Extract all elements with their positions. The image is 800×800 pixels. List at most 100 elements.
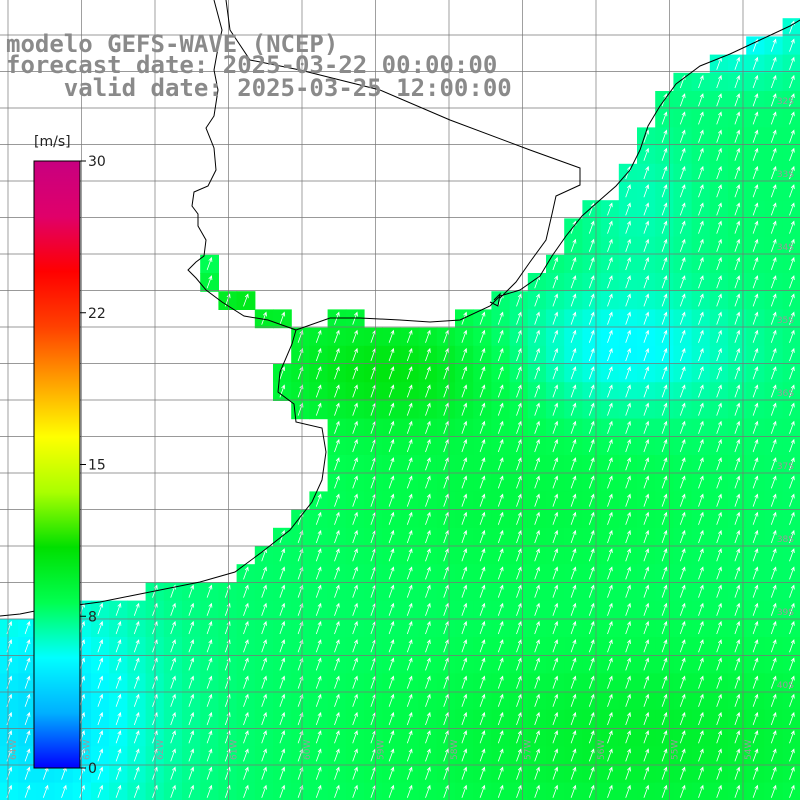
wind-arrow bbox=[206, 711, 213, 726]
wind-arrow bbox=[516, 584, 522, 598]
wind-arrow bbox=[570, 275, 577, 289]
wind-arrow bbox=[534, 329, 540, 343]
wind-arrow bbox=[607, 784, 613, 798]
wind-arrow bbox=[479, 566, 486, 580]
wind-arrow bbox=[552, 620, 559, 635]
wind-arrow bbox=[625, 184, 631, 198]
wind-arrow bbox=[497, 620, 504, 635]
wind-arrow bbox=[461, 602, 468, 616]
wind-arrow bbox=[406, 548, 413, 562]
wind-arrow bbox=[625, 657, 631, 671]
wind-arrow bbox=[406, 620, 413, 635]
wind-arrow bbox=[170, 711, 176, 726]
wind-arrow bbox=[789, 111, 795, 125]
wind-arrow bbox=[388, 620, 395, 635]
wind-arrow bbox=[315, 639, 322, 653]
wind-arrow bbox=[315, 602, 322, 616]
wind-arrow bbox=[315, 657, 322, 671]
wind-arrow bbox=[570, 784, 577, 798]
longitude-label: 61W bbox=[230, 740, 240, 760]
wind-arrow bbox=[388, 748, 395, 762]
coastline bbox=[0, 0, 800, 617]
wind-arrow bbox=[625, 402, 631, 416]
wind-arrow bbox=[224, 711, 231, 726]
wind-arrow bbox=[315, 693, 322, 707]
wind-arrow bbox=[461, 529, 468, 544]
wind-arrow bbox=[243, 657, 249, 671]
wind-arrow bbox=[97, 675, 104, 689]
wind-arrow bbox=[279, 639, 286, 653]
wind-arrow bbox=[425, 420, 431, 434]
wind-arrow bbox=[643, 293, 650, 307]
wind-arrow bbox=[425, 329, 431, 343]
wind-arrow bbox=[534, 311, 540, 325]
wind-arrow bbox=[752, 202, 759, 216]
wind-arrow bbox=[334, 730, 340, 744]
wind-arrow bbox=[261, 657, 267, 671]
colorbar: 30 22 15 8 0 bbox=[33, 154, 106, 777]
wind-arrow bbox=[734, 529, 741, 544]
wind-arrow bbox=[661, 475, 668, 489]
wind-arrow bbox=[679, 402, 686, 416]
wind-arrow bbox=[752, 748, 759, 762]
wind-arrow bbox=[388, 347, 395, 362]
wind-arrow bbox=[206, 730, 213, 744]
wind-arrow bbox=[625, 457, 631, 471]
wind-arrow bbox=[570, 584, 577, 598]
wind-arrow bbox=[698, 457, 704, 471]
wind-arrow bbox=[170, 766, 176, 780]
wind-arrow bbox=[516, 402, 522, 416]
wind-arrow bbox=[716, 766, 722, 780]
wind-arrow bbox=[334, 766, 340, 780]
wind-arrow bbox=[679, 238, 686, 252]
wind-arrow bbox=[698, 311, 704, 325]
wind-arrow bbox=[6, 657, 13, 671]
wind-arrow bbox=[534, 493, 540, 507]
wind-arrow bbox=[588, 548, 595, 562]
wind-arrow bbox=[6, 620, 13, 635]
wind-arrow bbox=[789, 511, 795, 525]
wind-arrow bbox=[789, 475, 795, 489]
wind-arrow bbox=[570, 366, 577, 380]
wind-arrow bbox=[261, 784, 267, 798]
wind-arrow bbox=[552, 402, 559, 416]
wind-arrow bbox=[479, 620, 486, 635]
wind-arrow bbox=[588, 438, 595, 453]
wind-arrow bbox=[188, 748, 195, 762]
wind-arrow bbox=[388, 584, 395, 598]
wind-arrow bbox=[279, 566, 286, 580]
wind-arrow bbox=[661, 693, 668, 707]
wind-arrow bbox=[388, 438, 395, 453]
wind-arrow bbox=[734, 639, 741, 653]
wind-arrow bbox=[534, 675, 540, 689]
wind-arrow bbox=[497, 457, 504, 471]
wind-arrow bbox=[406, 402, 413, 416]
wind-arrow bbox=[352, 584, 358, 598]
wind-arrow bbox=[752, 420, 759, 434]
wind-arrow bbox=[679, 584, 686, 598]
wind-arrow bbox=[752, 347, 759, 362]
wind-arrow bbox=[734, 657, 741, 671]
wind-arrow bbox=[770, 784, 777, 798]
wind-arrow bbox=[625, 693, 631, 707]
wind-arrow bbox=[734, 56, 741, 70]
wind-arrow bbox=[789, 748, 795, 762]
wind-arrow bbox=[224, 602, 231, 616]
wind-arrow bbox=[570, 420, 577, 434]
wind-arrow bbox=[534, 438, 540, 453]
wind-arrow bbox=[24, 693, 31, 707]
wind-arrow bbox=[752, 93, 759, 107]
wind-arrow bbox=[679, 202, 686, 216]
wind-arrow bbox=[443, 584, 449, 598]
wind-arrow bbox=[643, 730, 650, 744]
wind-arrow bbox=[770, 438, 777, 453]
wind-arrow bbox=[479, 657, 486, 671]
wind-arrow bbox=[443, 347, 449, 362]
wind-arrow bbox=[698, 347, 704, 362]
wind-arrow bbox=[334, 420, 340, 434]
wind-arrow bbox=[97, 748, 104, 762]
wind-arrow bbox=[698, 147, 704, 161]
wind-arrow bbox=[97, 657, 104, 671]
wind-arrow bbox=[698, 238, 704, 252]
wind-arrow bbox=[734, 129, 741, 143]
